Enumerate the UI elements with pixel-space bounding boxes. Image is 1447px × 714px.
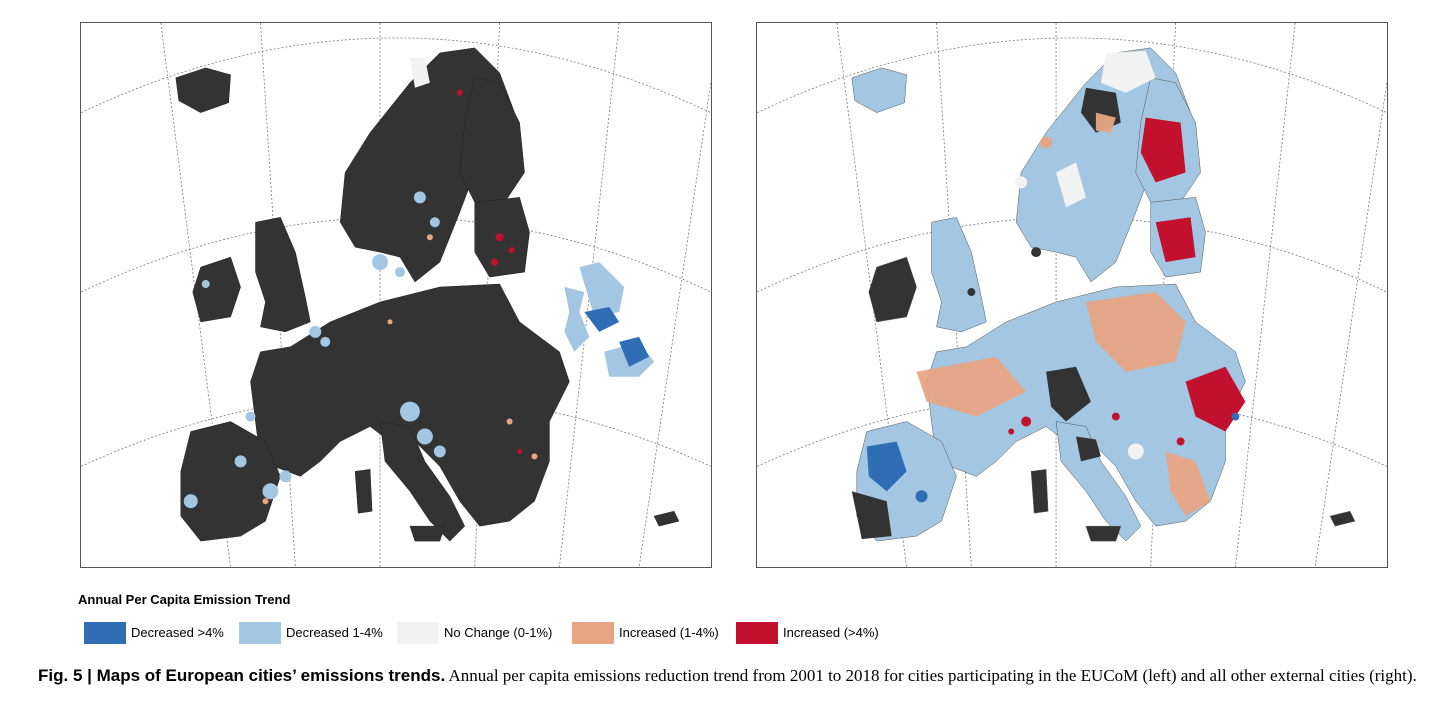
map-eucom-cities bbox=[80, 22, 712, 568]
city-no-change bbox=[1015, 50, 1156, 460]
legend-swatch bbox=[239, 622, 281, 644]
legend-swatch bbox=[84, 622, 126, 644]
legend-label: Increased (>4%) bbox=[783, 625, 879, 640]
legend-swatch bbox=[736, 622, 778, 644]
city-decreased-gt4 bbox=[866, 412, 1240, 503]
city-increased-gt4 bbox=[456, 89, 523, 454]
caption-bold: Fig. 5 | Maps of European cities’ emissi… bbox=[38, 666, 446, 685]
legend-label: No Change (0-1%) bbox=[444, 625, 553, 640]
legend-label: Increased (1-4%) bbox=[619, 625, 719, 640]
city-increased-gt4 bbox=[1008, 117, 1246, 446]
legend-label: Decreased >4% bbox=[131, 625, 224, 640]
legend-label: Decreased 1-4% bbox=[286, 625, 383, 640]
legend-swatch bbox=[397, 622, 439, 644]
city-decreased-gt4 bbox=[584, 306, 650, 367]
map-external-cities bbox=[756, 22, 1388, 568]
city-increased-1-4 bbox=[916, 112, 1211, 517]
legend-title: Annual Per Capita Emission Trend bbox=[78, 592, 291, 607]
legend-swatch bbox=[572, 622, 614, 644]
caption-text: Annual per capita emissions reduction tr… bbox=[445, 666, 1417, 685]
map-right-svg bbox=[757, 23, 1387, 567]
figure-caption: Fig. 5 | Maps of European cities’ emissi… bbox=[38, 664, 1438, 688]
legend: Decreased >4% Decreased 1-4% No Change (… bbox=[84, 622, 984, 644]
map-left-svg bbox=[81, 23, 711, 567]
city-increased-1-4 bbox=[262, 234, 538, 505]
land-no-data bbox=[175, 47, 680, 542]
